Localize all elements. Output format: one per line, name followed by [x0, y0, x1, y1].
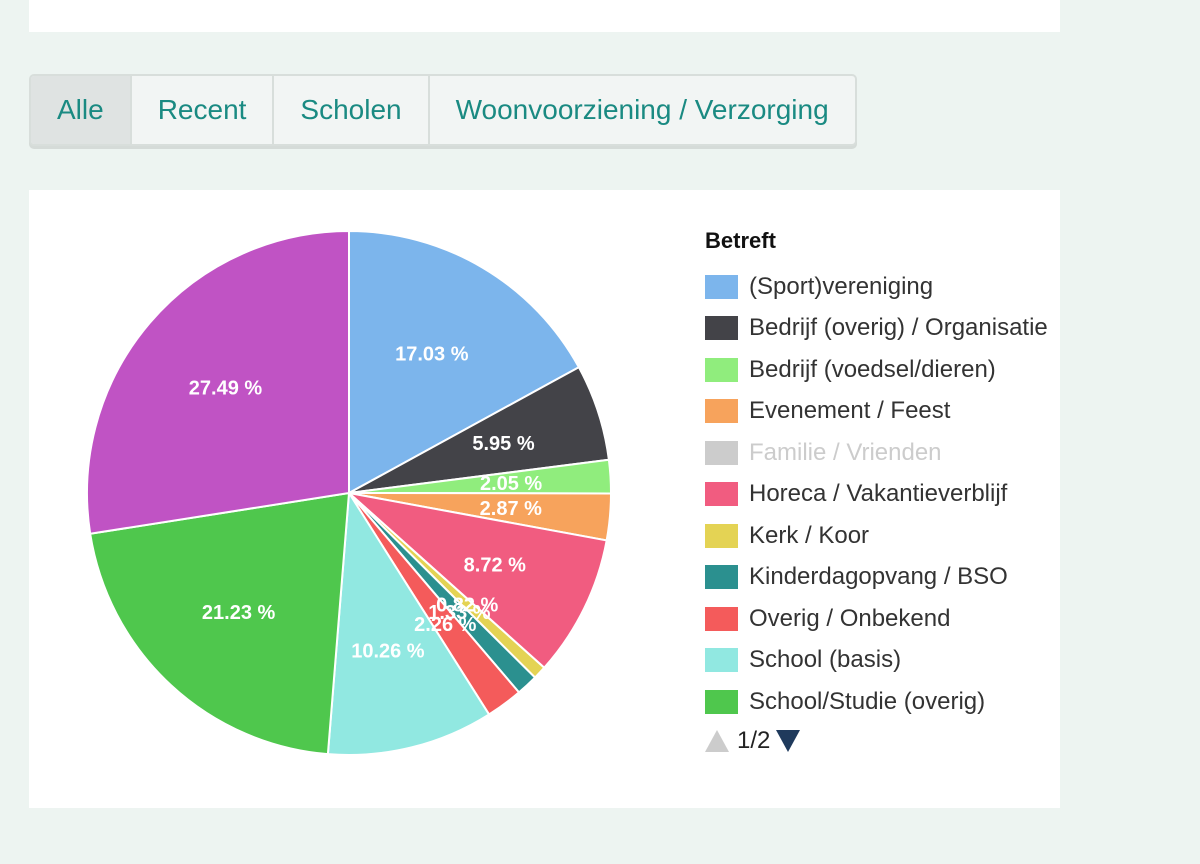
- legend-item[interactable]: Overig / Onbekend: [705, 598, 1048, 640]
- legend-label: Evenement / Feest: [749, 397, 951, 425]
- slice-data-label: 2.26 %: [414, 614, 476, 636]
- legend-title: Betreft: [705, 228, 776, 253]
- legend-swatch: [705, 357, 738, 382]
- legend-swatch: [705, 274, 738, 299]
- tab-scholen[interactable]: Scholen: [274, 76, 430, 144]
- slice-data-label: 10.26 %: [351, 641, 425, 663]
- legend-label: Horeca / Vakantieverblijf: [749, 480, 1008, 508]
- tab-woonvoorziening[interactable]: Woonvoorziening / Verzorging: [455, 94, 829, 125]
- slice-data-label: 17.03 %: [395, 343, 469, 365]
- pager-text: 1/2: [737, 726, 771, 754]
- chart-card: 17.03 % 5.95 % 2.05 % 2.87 % 8.72 % 0.82 % 1.3…: [29, 190, 1060, 808]
- legend-swatch: [705, 648, 738, 673]
- legend-label: Kinderdagopvang / BSO: [749, 563, 1008, 591]
- pie-slice[interactable]: [85, 229, 350, 535]
- legend-swatch: [705, 565, 738, 590]
- legend-item[interactable]: Kinderdagopvang / BSO: [705, 557, 1048, 599]
- top-card: [29, 0, 1060, 32]
- legend-pager: 1/2: [705, 727, 1048, 755]
- legend-label: Familie / Vrienden: [749, 438, 942, 466]
- tab-alle[interactable]: Alle: [31, 76, 132, 144]
- legend-label: Overig / Onbekend: [749, 604, 951, 632]
- legend-label: School/Studie (overig): [749, 687, 986, 715]
- slice-data-label: 2.05 %: [480, 473, 542, 495]
- legend-items: (Sport)vereniging Bedrijf (overig) / Orga…: [705, 266, 1048, 723]
- chart-legend: Betreft (Sport)vereniging Bedrijf (overig…: [705, 228, 1048, 755]
- pager-up-icon[interactable]: [705, 729, 729, 752]
- legend-item[interactable]: Evenement / Feest: [705, 391, 1048, 433]
- pie-slice[interactable]: [345, 491, 608, 670]
- legend-label: School (basis): [749, 646, 902, 674]
- legend-swatch: [705, 440, 738, 465]
- tab-recent[interactable]: Recent: [132, 76, 275, 144]
- pie-slice[interactable]: [348, 229, 581, 495]
- legend-item[interactable]: Bedrijf (voedsel/dieren): [705, 349, 1048, 391]
- legend-swatch: [705, 399, 738, 424]
- slice-data-label: 8.72 %: [464, 555, 526, 577]
- pie-slice[interactable]: [89, 491, 351, 756]
- slice-data-label: 0.82 %: [436, 594, 498, 616]
- pie-chart: 17.03 % 5.95 % 2.05 % 2.87 % 8.72 % 0.82 %1.3…: [85, 229, 613, 756]
- legend-label: Bedrijf (voedsel/dieren): [749, 355, 996, 383]
- legend-item[interactable]: Horeca / Vakantieverblijf: [705, 474, 1048, 516]
- slice-data-label: 5.95 %: [472, 433, 534, 455]
- slice-data-label: 21.23 %: [202, 602, 276, 624]
- filter-tabs: Alle Recent Scholen Woonvoorziening / Ve…: [29, 74, 857, 146]
- legend-swatch: [705, 689, 738, 714]
- slice-data-label: 27.49 %: [189, 378, 263, 400]
- slice-data-label: 2.87 %: [480, 498, 542, 520]
- legend-item[interactable]: (Sport)vereniging: [705, 266, 1048, 308]
- legend-item[interactable]: School/Studie (overig): [705, 681, 1048, 723]
- pager-down-icon[interactable]: [776, 729, 801, 752]
- legend-label: Kerk / Koor: [749, 521, 870, 549]
- legend-swatch: [705, 523, 738, 548]
- legend-label: (Sport)vereniging: [749, 272, 934, 300]
- legend-item[interactable]: Familie / Vrienden: [705, 432, 1048, 474]
- legend-swatch: [705, 316, 738, 341]
- legend-swatch: [705, 606, 738, 631]
- slice-data-label: 1.33 %: [428, 602, 490, 624]
- legend-swatch: [705, 482, 738, 507]
- legend-item[interactable]: Bedrijf (overig) / Organisatie: [705, 308, 1048, 350]
- legend-item[interactable]: School (basis): [705, 640, 1048, 682]
- pie-slice[interactable]: [326, 489, 491, 756]
- legend-label: Bedrijf (overig) / Organisatie: [749, 314, 1048, 342]
- legend-item[interactable]: Kerk / Koor: [705, 515, 1048, 557]
